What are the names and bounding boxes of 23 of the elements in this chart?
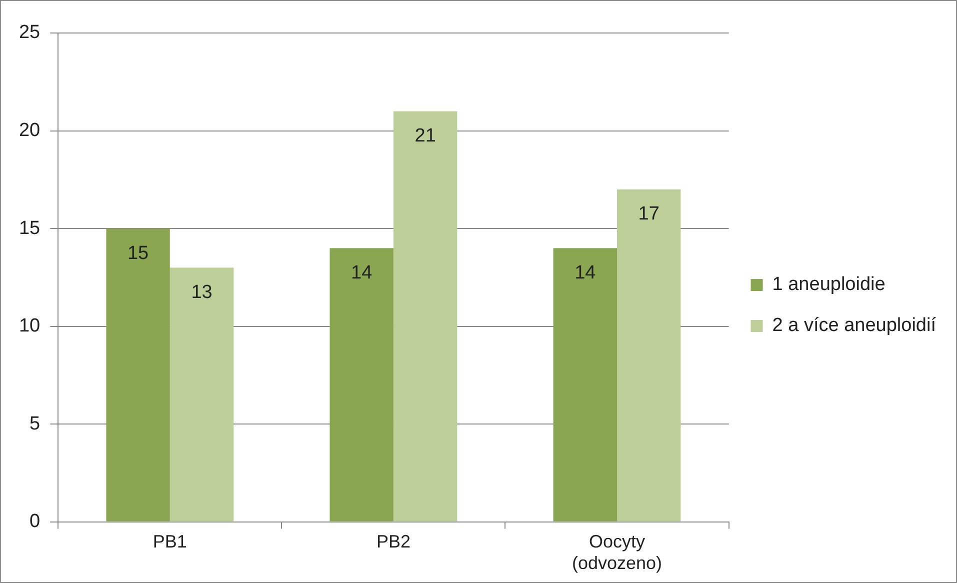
y-tick-label: 15 xyxy=(18,218,40,239)
bar xyxy=(330,248,394,522)
y-tick-label: 10 xyxy=(18,316,40,337)
data-label: 13 xyxy=(191,282,212,303)
x-tick-label: PB2 xyxy=(376,532,410,552)
bar xyxy=(617,189,681,522)
x-tick-label: PB1 xyxy=(152,532,187,552)
legend-label: 2 a více aneuploidií xyxy=(772,315,937,336)
y-tick-label: 5 xyxy=(30,413,40,434)
bar xyxy=(553,248,617,522)
data-label: 14 xyxy=(574,262,596,284)
bar xyxy=(106,228,170,522)
data-label: 21 xyxy=(414,125,436,146)
y-tick-label: 25 xyxy=(18,22,40,44)
legend-label: 1 aneuploidie xyxy=(772,274,886,296)
data-label: 14 xyxy=(351,262,373,284)
data-label: 17 xyxy=(638,204,660,225)
y-tick-label: 0 xyxy=(30,511,40,532)
x-tick-label: Oocyty (odvozeno) xyxy=(572,532,662,574)
bar xyxy=(170,268,234,522)
bar xyxy=(393,111,458,522)
data-label: 15 xyxy=(127,242,149,264)
y-tick-label: 20 xyxy=(18,120,40,141)
